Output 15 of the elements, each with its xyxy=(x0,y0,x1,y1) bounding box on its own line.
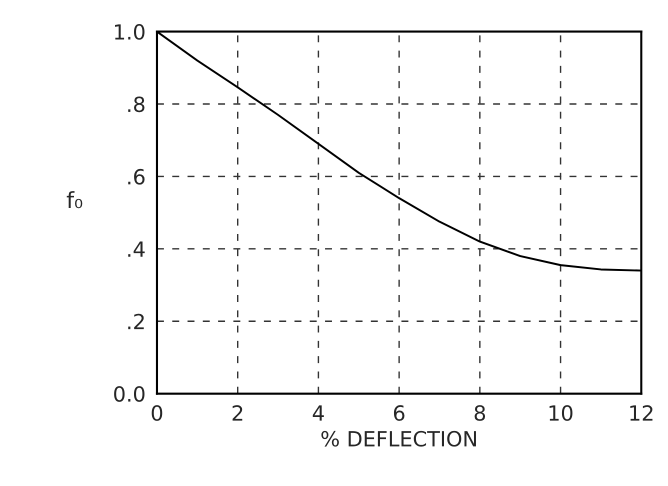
x-tick-label: 8 xyxy=(474,405,486,421)
y-tick-label: .8 xyxy=(128,96,144,112)
y-tick-label: 0.0 xyxy=(114,386,144,402)
y-tick-label: .4 xyxy=(128,242,145,257)
x-tick-label: 6 xyxy=(394,405,404,421)
x-tick-label: 12 xyxy=(630,405,652,421)
x-tick-label: 4 xyxy=(312,405,324,421)
x-tick-label: 0 xyxy=(152,405,162,421)
x-tick-label: 10 xyxy=(550,405,572,421)
y-tick-label: .6 xyxy=(128,168,145,185)
y-axis-title: f₀ xyxy=(66,191,82,208)
y-tick-label: 1.0 xyxy=(115,24,144,40)
x-tick-label: 2 xyxy=(232,405,242,421)
x-axis-title: % DEFLECTION xyxy=(321,430,476,447)
y-tick-label: .2 xyxy=(128,314,144,330)
